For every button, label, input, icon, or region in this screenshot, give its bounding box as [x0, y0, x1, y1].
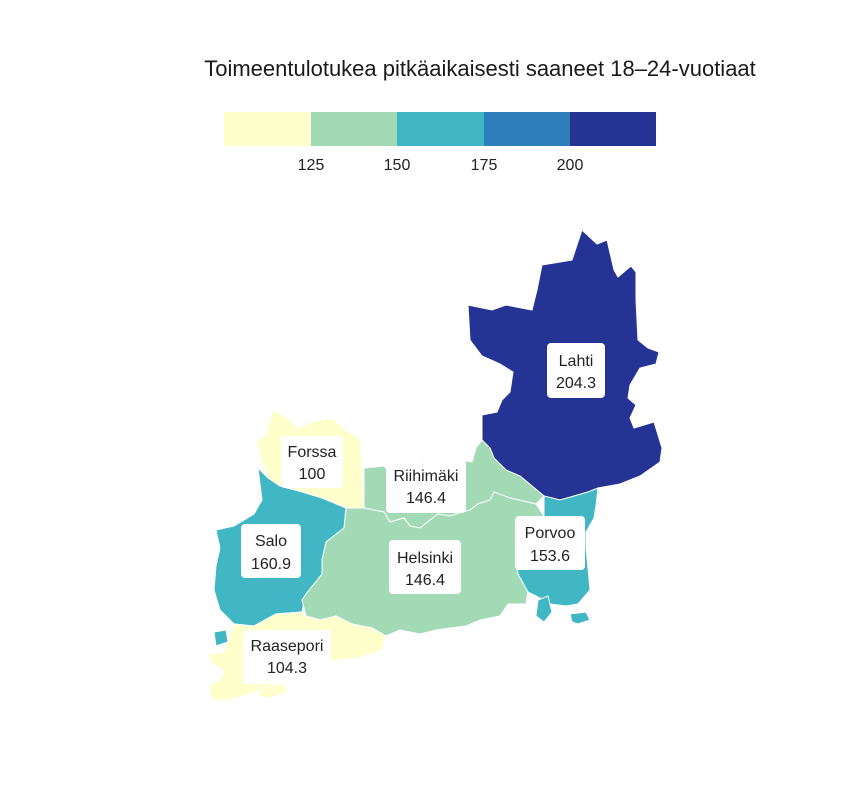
- label-name: Helsinki: [397, 550, 453, 567]
- label-name: Lahti: [559, 353, 594, 370]
- label-name: Riihimäki: [394, 468, 459, 485]
- label-value: 146.4: [405, 572, 445, 589]
- label-value: 160.9: [251, 556, 291, 573]
- legend-swatch-3: [397, 112, 484, 146]
- label-lahti: Lahti 204.3: [547, 343, 605, 398]
- label-value: 153.6: [530, 548, 570, 565]
- legend-tick-175: 175: [471, 157, 498, 174]
- legend-tick-200: 200: [557, 157, 584, 174]
- label-helsinki: Helsinki 146.4: [389, 540, 461, 594]
- legend-swatch-4: [484, 112, 570, 146]
- label-salo: Salo 160.9: [241, 524, 301, 578]
- label-riihimaki: Riihimäki 146.4: [386, 459, 466, 513]
- label-box: [389, 540, 461, 594]
- label-box: [241, 524, 301, 578]
- legend-tick-125: 125: [298, 157, 325, 174]
- label-box: [243, 630, 331, 684]
- legend-swatch-2: [311, 112, 397, 146]
- label-value: 146.4: [406, 490, 446, 507]
- label-value: 204.3: [556, 375, 596, 392]
- label-box: [547, 343, 605, 398]
- region-salo-island-1: [213, 629, 229, 647]
- label-value: 104.3: [267, 660, 307, 677]
- label-raasepori: Raasepori 104.3: [243, 630, 331, 684]
- label-forssa: Forssa 100: [281, 436, 343, 488]
- label-name: Porvoo: [525, 525, 576, 542]
- label-box: [515, 516, 585, 570]
- legend-swatch-1: [224, 112, 311, 146]
- label-porvoo: Porvoo 153.6: [515, 516, 585, 570]
- legend-swatch-5: [570, 112, 656, 146]
- label-value: 100: [299, 466, 326, 483]
- label-box: [281, 436, 343, 488]
- region-labels: Lahti 204.3 Forssa 100 Riihimäki 146.4 S…: [241, 343, 605, 684]
- legend-tick-150: 150: [384, 157, 411, 174]
- label-box: [386, 459, 466, 513]
- region-porvoo-island-1: [535, 595, 553, 623]
- label-name: Forssa: [288, 444, 337, 461]
- label-name: Raasepori: [251, 638, 324, 655]
- region-raasepori-island-1: [257, 683, 289, 699]
- map-title: Toimeentulotukea pitkäaikaisesti saaneet…: [204, 56, 756, 81]
- region-porvoo-island-2: [569, 611, 591, 625]
- label-name: Salo: [255, 533, 287, 550]
- color-legend: 125 150 175 200: [224, 112, 656, 174]
